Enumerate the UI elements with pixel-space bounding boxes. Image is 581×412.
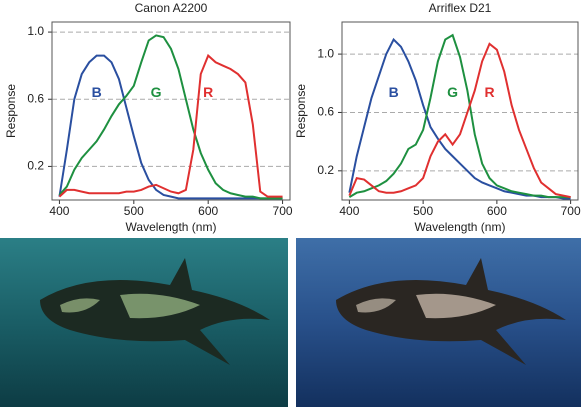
x-axis-label: Wavelength (nm) [415, 220, 506, 234]
chart-title: Canon A2200 [135, 1, 208, 15]
plot-frame [341, 21, 579, 201]
chart-title: Arriflex D21 [429, 1, 492, 15]
x-tick-label: 400 [49, 204, 69, 218]
series-label: B [389, 84, 399, 100]
series-line [58, 54, 283, 200]
series-line [58, 53, 283, 198]
series-line [58, 34, 283, 200]
y-axis-label: Response [4, 84, 18, 138]
series-label: R [484, 84, 494, 100]
photo-arriflex [296, 238, 581, 407]
x-tick-label: 500 [124, 204, 144, 218]
series-label: G [447, 84, 458, 100]
series-label: R [203, 84, 213, 100]
x-tick-label: 400 [339, 204, 359, 218]
x-tick-label: 700 [273, 204, 293, 218]
series-line [348, 33, 571, 199]
x-tick-label: 600 [487, 204, 507, 218]
x-tick-label: 700 [561, 204, 581, 218]
plot-frame [51, 21, 291, 201]
x-tick-label: 600 [198, 204, 218, 218]
photo-canon [0, 238, 288, 407]
y-tick-label: 1.0 [27, 24, 44, 38]
x-tick-label: 500 [413, 204, 433, 218]
series-line [348, 42, 571, 199]
y-tick-label: 0.6 [27, 91, 44, 105]
series-label: B [92, 84, 102, 100]
y-tick-label: 0.2 [27, 159, 44, 173]
series-label: G [151, 84, 162, 100]
x-axis-label: Wavelength (nm) [126, 220, 217, 234]
y-tick-label: 1.0 [317, 46, 334, 60]
y-axis-label: Response [294, 84, 308, 138]
y-tick-label: 0.6 [317, 105, 334, 119]
y-tick-label: 0.2 [317, 163, 334, 177]
